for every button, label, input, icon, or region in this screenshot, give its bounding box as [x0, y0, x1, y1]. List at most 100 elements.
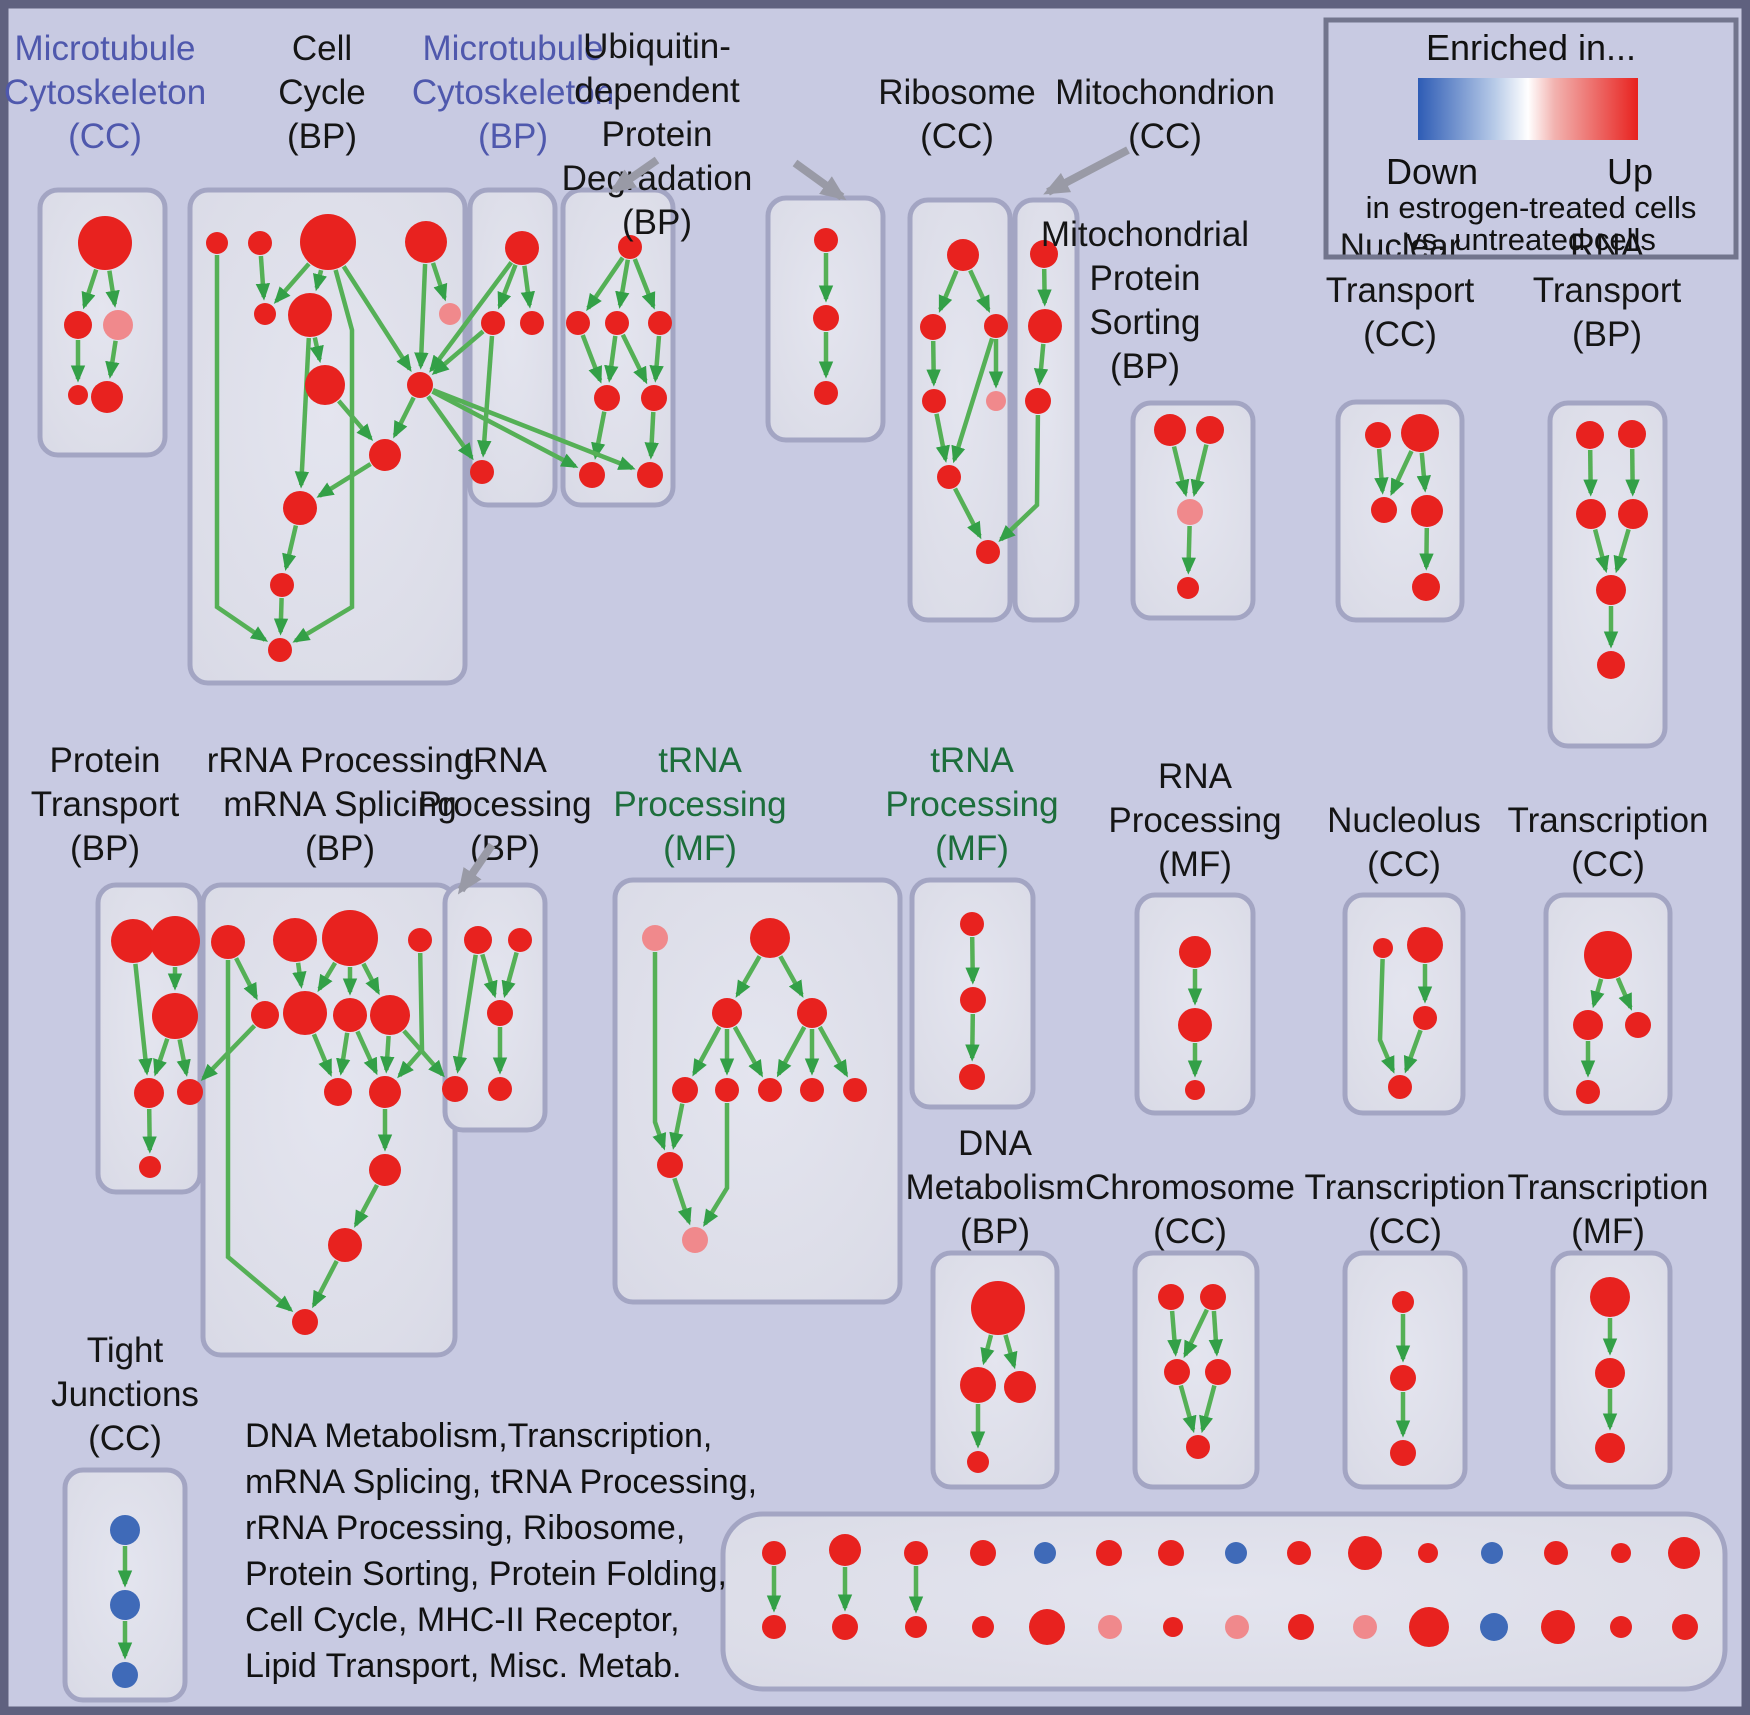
cluster-label-protein-transport-line1: Protein: [50, 741, 161, 780]
cluster-label-rna-transport-line3: (BP): [1572, 315, 1642, 354]
node-trna-processing-mf-1-0: [642, 925, 668, 951]
cluster-label-nuclear-transport-line3: (CC): [1363, 315, 1437, 354]
edge-transcription-cc-upper-0-2: [1615, 977, 1633, 1011]
node-rrna-processing-mrna-splicing-7: [370, 995, 410, 1035]
edge-ubiquitin-degradation-4-6: [591, 411, 607, 460]
legend-down-label: Down: [1386, 151, 1478, 192]
edge-chromosome-1-2: [1183, 1308, 1209, 1359]
node-ubiquitin-degradation-0: [618, 235, 642, 259]
node-cell-cycle-11: [270, 573, 294, 597]
node-chromosome-2: [1164, 1359, 1190, 1385]
cluster-box-transcription-cc-upper: [1543, 892, 1673, 1116]
cluster-label-ribosome-line2: (CC): [920, 117, 994, 156]
node-protein-transport-3: [134, 1078, 164, 1108]
node-rrna-processing-mrna-splicing-10: [369, 1154, 401, 1186]
node-cell-cycle-1: [248, 231, 272, 255]
node-trna-processing-bp-0: [464, 926, 492, 954]
node-transcription-cc-upper-0: [1584, 931, 1632, 979]
node-rrna-processing-mrna-splicing-0: [211, 925, 245, 959]
cross-edge-cell-cycle-ubiquitin-degradation-2: [431, 389, 579, 469]
node-protein-transport-1: [150, 916, 200, 966]
cluster-label-transcription-cc-upper-line2: (CC): [1571, 845, 1645, 884]
edge-trna-processing-mf-1-1-3: [778, 955, 804, 998]
edge-rrna-processing-mrna-splicing-2-5: [317, 961, 338, 993]
edge-trna-processing-mf-1-9-10: [672, 1177, 692, 1226]
edge-ribosome-3-5: [934, 413, 950, 463]
edge-rrna-processing-mrna-splicing-6-8: [336, 1032, 351, 1076]
edge-rrna-processing-mrna-splicing-1-5: [292, 962, 307, 989]
node-protein-transport-2: [152, 993, 198, 1039]
node-transcription-cc-upper-3: [1576, 1080, 1600, 1104]
node-ubiquitin-degradation-1: [566, 311, 590, 335]
edge-ubiquitin-degradation-3-5: [649, 335, 664, 383]
cluster-label-cell-cycle-line1: Cell: [292, 29, 352, 68]
node-transcription-mf-1: [1595, 1358, 1625, 1388]
node-rna-transport-0: [1576, 421, 1604, 449]
edge-nuclear-transport-1-3: [1416, 452, 1431, 493]
node-mixed-functions-13: [1418, 1543, 1438, 1563]
node-ribosome-5: [937, 465, 961, 489]
node-trna-processing-mf-1-8: [843, 1078, 867, 1102]
edge-microtubule-cytoskeleton-bp-1-3: [477, 335, 495, 458]
edge-trna-processing-mf-2-1-2: [965, 1013, 980, 1062]
node-nuclear-transport-3: [1411, 495, 1443, 527]
cluster-label-trna-processing-mf-1-line3: (MF): [663, 829, 737, 868]
node-microtubule-cytoskeleton-cc-2: [103, 310, 133, 340]
edge-trna-processing-mf-1-5-10: [703, 1103, 730, 1227]
cluster-label-dna-metabolism-line2: Metabolism: [906, 1168, 1085, 1207]
cluster-label-microtubule-cytoskeleton-cc-line1: Microtubule: [15, 29, 196, 68]
node-rna-transport-2: [1576, 499, 1606, 529]
node-microtubule-cytoskeleton-cc-1: [64, 311, 92, 339]
node-trna-processing-mf-1-3: [797, 998, 827, 1028]
node-microtubule-cytoskeleton-bp-0: [505, 231, 539, 265]
node-trna-processing-bp-1: [508, 928, 532, 952]
edge-cell-cycle-11-12: [273, 597, 289, 636]
edge-trna-processing-bp-1-2: [501, 951, 519, 999]
node-trna-processing-mf-1-4: [672, 1077, 698, 1103]
node-trna-processing-mf-2-1: [960, 987, 986, 1013]
node-mitochondrion-0: [1030, 240, 1058, 268]
edge-cell-cycle-1-4: [255, 255, 271, 301]
annotation-line-6: Lipid Transport, Misc. Metab.: [245, 1647, 682, 1685]
annotation-arrow-3: [1043, 146, 1130, 196]
cluster-label-protein-transport-line3: (BP): [70, 829, 140, 868]
node-ribosome-0: [947, 239, 979, 271]
cluster-label-mitochondrial-protein-sorting-line2: Protein: [1090, 259, 1201, 298]
cluster-label-trna-processing-mf-2-line1: tRNA: [930, 741, 1014, 780]
edge-nuclear-transport-3-4: [1419, 527, 1434, 571]
node-dna-metabolism-1: [960, 1367, 996, 1403]
node-mixed-functions-7: [1034, 1542, 1056, 1564]
edge-rrna-processing-mrna-splicing-2-7: [361, 962, 380, 996]
node-transcription-cc-lower-1: [1390, 1365, 1416, 1391]
edge-mitochondrial-protein-sorting-1-2: [1190, 444, 1209, 497]
node-nucleolus-2: [1413, 1006, 1437, 1030]
edge-ubiquitin-degradation-2-5: [620, 333, 648, 385]
node-microtubule-cytoskeleton-cc-3: [68, 385, 88, 405]
node-trna-processing-mf-1-1: [750, 918, 790, 958]
cluster-box-dna-metabolism: [930, 1250, 1060, 1490]
cluster-label-ubiquitin-degradation-line3: Protein: [602, 115, 713, 154]
edge-ribosome-0-2: [968, 269, 991, 313]
node-rrna-processing-mrna-splicing-1: [273, 918, 317, 962]
annotation-line-1: DNA Metabolism,Transcription,: [245, 1417, 712, 1455]
node-tight-junctions-0: [110, 1515, 140, 1545]
cluster-label-chromosome-line1: Chromosome: [1085, 1168, 1295, 1207]
legend-box: [1323, 17, 1739, 260]
cluster-label-mitochondrial-protein-sorting-line3: Sorting: [1090, 303, 1201, 342]
cluster-label-rna-processing-mf-line3: (MF): [1158, 845, 1232, 884]
node-mixed-functions-24: [1353, 1615, 1377, 1639]
node-mixed-functions-23: [1288, 1614, 1314, 1640]
edge-chromosome-2-4: [1178, 1384, 1197, 1434]
node-trna-processing-mf-2-0: [960, 912, 984, 936]
node-rrna-processing-mrna-splicing-11: [328, 1228, 362, 1262]
node-ubiquitin-degradation-2-0: [814, 228, 838, 252]
node-transcription-mf-0: [1590, 1277, 1630, 1317]
cluster-label-microtubule-cytoskeleton-cc-line2: Cytoskeleton: [4, 73, 206, 112]
node-ubiquitin-degradation-2-1: [813, 305, 839, 331]
node-mixed-functions-1: [762, 1615, 786, 1639]
node-trna-processing-bp-3: [442, 1076, 468, 1102]
cluster-label-nucleolus-line2: (CC): [1367, 845, 1441, 884]
node-ribosome-6: [976, 540, 1000, 564]
